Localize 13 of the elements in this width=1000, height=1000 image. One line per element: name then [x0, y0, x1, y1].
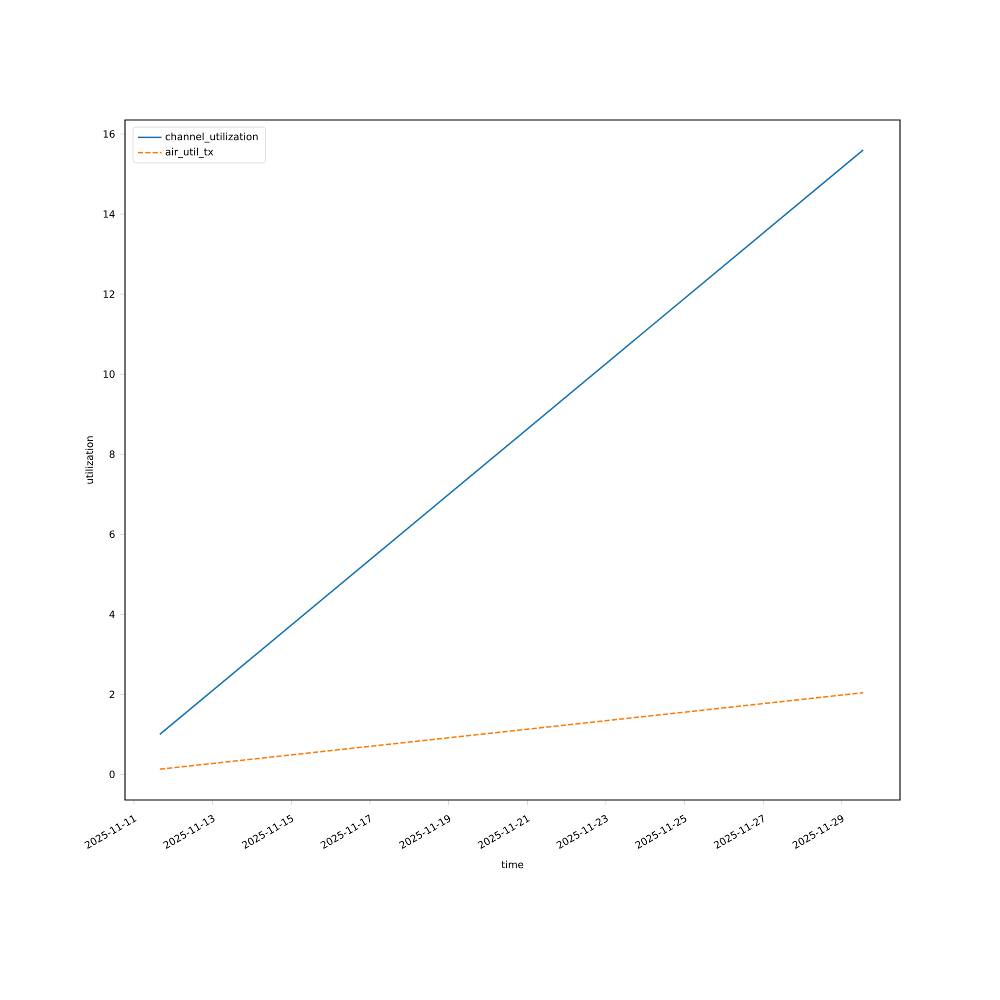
y-tick-label: 14 [104, 210, 115, 218]
y-tick-label: 10 [104, 370, 115, 378]
y-tick-label: 16 [104, 130, 115, 138]
y-axis-title: utilization [85, 436, 94, 484]
y-tick-label: 6 [110, 530, 115, 538]
legend-label: channel_utilization [166, 132, 258, 143]
legend-label: air_util_tx [166, 148, 214, 158]
y-tick-label: 2 [110, 690, 114, 698]
x-axis-title: time [502, 860, 524, 868]
y-tick-label: 4 [109, 610, 115, 618]
y-tick-label: 8 [110, 450, 115, 458]
y-tick-label: 0 [110, 770, 115, 778]
y-tick-label: 12 [104, 290, 114, 298]
